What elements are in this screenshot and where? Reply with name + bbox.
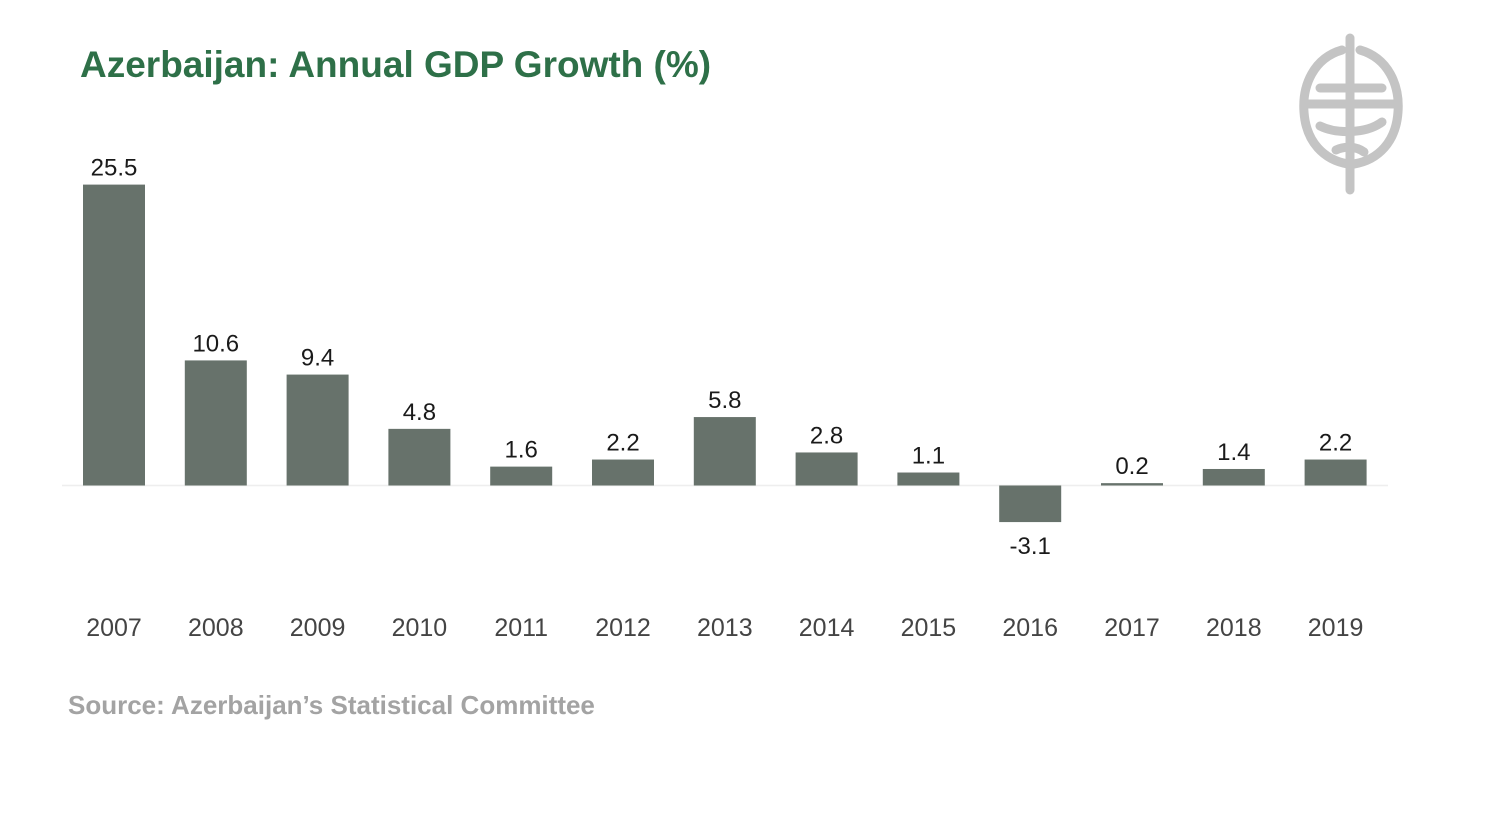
x-tick-label: 2017 bbox=[1104, 614, 1160, 642]
x-tick-label: 2010 bbox=[392, 614, 448, 642]
data-label-2010: 4.8 bbox=[403, 399, 436, 426]
data-label-2007: 25.5 bbox=[91, 155, 138, 182]
x-tick-label: 2018 bbox=[1206, 614, 1262, 642]
data-label-2008: 10.6 bbox=[192, 330, 239, 357]
data-label-2012: 2.2 bbox=[606, 430, 639, 457]
bar-2014 bbox=[795, 452, 858, 486]
x-tick-label: 2009 bbox=[290, 614, 346, 642]
bar-2017 bbox=[1101, 483, 1163, 486]
data-label-2016: -3.1 bbox=[1010, 533, 1051, 560]
x-tick-label: 2019 bbox=[1308, 614, 1364, 642]
data-label-2015: 1.1 bbox=[912, 443, 945, 470]
bar-2018 bbox=[1202, 468, 1265, 486]
x-tick-label: 2011 bbox=[494, 614, 548, 642]
data-label-2019: 2.2 bbox=[1319, 430, 1352, 457]
x-tick-label: 2013 bbox=[697, 614, 753, 642]
data-label-2017: 0.2 bbox=[1115, 453, 1148, 480]
bar-2016 bbox=[999, 485, 1062, 523]
bar-2012 bbox=[592, 459, 654, 486]
x-tick-label: 2008 bbox=[188, 614, 244, 642]
bar-2013 bbox=[693, 417, 756, 486]
data-label-2014: 2.8 bbox=[810, 422, 843, 449]
chart-title: Azerbaijan: Annual GDP Growth (%) bbox=[80, 44, 712, 85]
bar-2009 bbox=[286, 374, 349, 486]
bar-2008 bbox=[184, 360, 247, 486]
source-note: Source: Azerbaijan’s Statistical Committ… bbox=[68, 690, 595, 720]
bar-2010 bbox=[388, 428, 451, 486]
emblem-icon bbox=[1299, 33, 1403, 195]
bar-2019 bbox=[1304, 459, 1367, 486]
bar-2007 bbox=[83, 184, 145, 486]
data-label-2011: 1.6 bbox=[505, 437, 538, 464]
data-label-2009: 9.4 bbox=[301, 345, 334, 372]
data-label-2018: 1.4 bbox=[1217, 439, 1250, 466]
data-label-2013: 5.8 bbox=[708, 387, 741, 414]
x-tick-label: 2007 bbox=[86, 614, 142, 642]
x-tick-label: 2014 bbox=[799, 614, 855, 642]
bar-2015 bbox=[897, 472, 960, 486]
x-tick-label: 2015 bbox=[901, 614, 957, 642]
x-tick-label: 2012 bbox=[595, 614, 651, 642]
bar-2011 bbox=[490, 466, 553, 486]
x-tick-label: 2016 bbox=[1002, 614, 1058, 642]
